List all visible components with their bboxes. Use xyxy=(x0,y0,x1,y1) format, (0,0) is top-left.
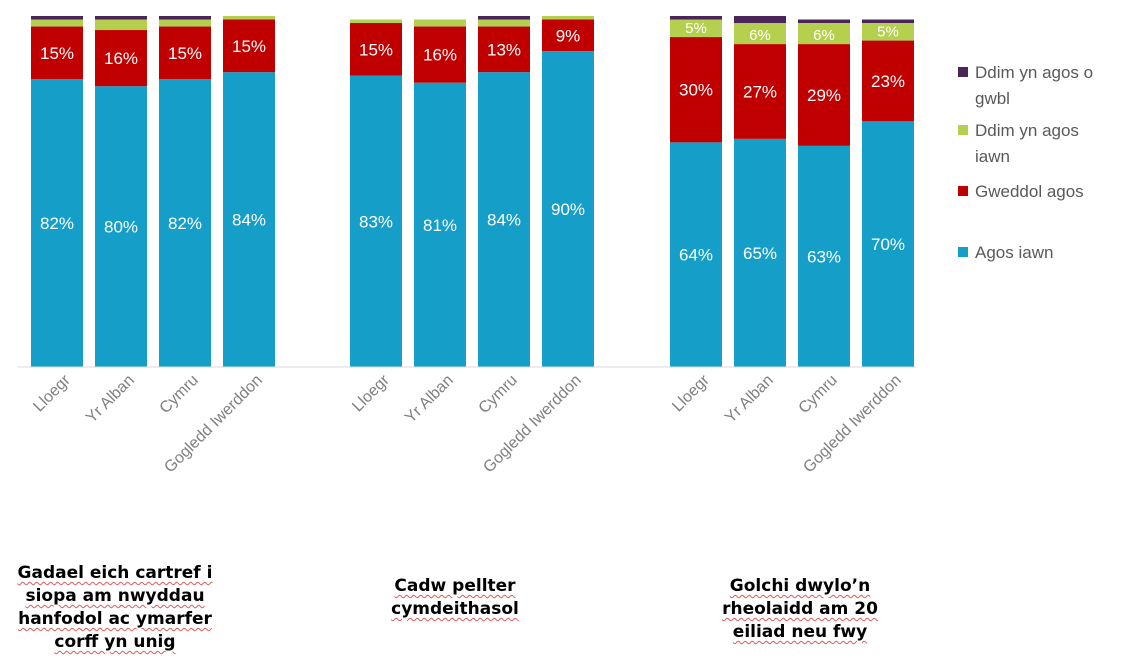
group-title-text: Gadael eich cartref i siopa am nwyddau h… xyxy=(17,563,213,652)
bar-segment-agos-iawn xyxy=(542,51,594,367)
bar-segment-ddim-yn-agos-iawn xyxy=(414,19,466,27)
group-title-golchi-dwylo: Golchi dwylo’n rheolaidd am 20 eiliad ne… xyxy=(700,575,900,644)
data-label: 84% xyxy=(487,211,521,230)
bar-segment-ddim-yn-agos-iawn xyxy=(31,19,83,27)
data-label: 15% xyxy=(168,44,202,63)
data-label: 15% xyxy=(40,44,74,63)
legend-label: Ddim yn agos o gwbl xyxy=(975,63,1094,108)
bar-segment-ddim-yn-agos-o-gwbl xyxy=(862,19,914,24)
data-labels-layer: 82% 15% 80% 16% 82% 15% 84% 15% 83% 15% 81% 16% 84% 1… xyxy=(40,20,905,266)
bar-segment-gweddol-agos xyxy=(734,44,786,139)
bar-segment-agos-iawn xyxy=(798,145,850,367)
bar-segment-gweddol-agos xyxy=(350,23,402,76)
bar-segment-ddim-yn-agos-o-gwbl xyxy=(798,19,850,24)
data-label: 82% xyxy=(40,214,74,233)
data-label: 5% xyxy=(685,20,707,37)
data-label: 80% xyxy=(104,218,138,237)
data-label: 27% xyxy=(743,82,777,101)
data-label: 15% xyxy=(359,40,393,59)
bar-segment-agos-iawn xyxy=(734,138,786,367)
bar-segment-ddim-yn-agos-iawn xyxy=(95,19,147,31)
x-tick-label: Yr Alban xyxy=(402,372,457,427)
legend-label: Ddim yn agos iawn xyxy=(975,121,1079,166)
data-label: 81% xyxy=(423,216,457,235)
bar-segment-agos-iawn xyxy=(95,86,147,367)
bar-segment-gweddol-agos xyxy=(478,26,530,73)
x-tick-label: Lloegr xyxy=(669,371,713,415)
legend-swatch-ddim-yn-agos-iawn xyxy=(958,125,968,135)
data-label: 65% xyxy=(743,244,777,263)
data-label: 5% xyxy=(877,24,899,41)
bar-segment-ddim-yn-agos-o-gwbl xyxy=(670,16,722,20)
data-label: 6% xyxy=(813,27,835,44)
group-title-text: Cadw pellter cymdeithasol xyxy=(391,576,519,619)
bar-segment-ddim-yn-agos-iawn xyxy=(862,23,914,41)
data-label: 15% xyxy=(232,37,266,56)
data-label: 63% xyxy=(807,247,841,266)
bar-segment-gweddol-agos xyxy=(670,37,722,143)
x-tick-label: Cymru xyxy=(795,372,840,417)
bar-segment-gweddol-agos xyxy=(159,26,211,80)
x-tick-label: Lloegr xyxy=(349,371,393,415)
x-tick-label: Cymru xyxy=(475,372,520,417)
bar-segment-agos-iawn xyxy=(414,82,466,367)
bar-segment-ddim-yn-agos-iawn xyxy=(798,23,850,45)
bar-segment-agos-iawn xyxy=(350,75,402,368)
bar-segment-agos-iawn xyxy=(478,72,530,367)
group-title-gadael: Gadael eich cartref i siopa am nwyddau h… xyxy=(5,562,225,654)
bar-segment-ddim-yn-agos-iawn xyxy=(159,19,211,27)
bar-segment-gweddol-agos xyxy=(798,44,850,146)
bar-segment-ddim-yn-agos-iawn xyxy=(223,16,275,20)
group-title-text: Golchi dwylo’n rheolaidd am 20 eiliad ne… xyxy=(722,576,878,642)
bar-segment-agos-iawn xyxy=(223,72,275,367)
bar-segment-ddim-yn-agos-iawn xyxy=(670,19,722,38)
data-label: 13% xyxy=(487,40,521,59)
bar-segment-gweddol-agos xyxy=(223,19,275,73)
x-tick-label: Yr Alban xyxy=(83,372,138,427)
data-label: 23% xyxy=(871,72,905,91)
bar-segment-gweddol-agos xyxy=(542,19,594,52)
bar-segment-gweddol-agos xyxy=(862,40,914,122)
legend-swatch-agos-iawn xyxy=(958,247,968,257)
bar-segment-ddim-yn-agos-o-gwbl xyxy=(734,16,786,24)
bar-segment-ddim-yn-agos-iawn xyxy=(542,16,594,20)
x-tick-label: Lloegr xyxy=(30,371,74,415)
bar-segment-ddim-yn-agos-o-gwbl xyxy=(159,16,211,20)
legend-swatch-gweddol-agos xyxy=(958,186,968,196)
legend-label: Gweddol agos xyxy=(975,182,1084,201)
bars-layer xyxy=(31,16,914,368)
bar-segment-gweddol-agos xyxy=(414,26,466,83)
bar-segment-agos-iawn xyxy=(670,142,722,367)
bar-segment-ddim-yn-agos-iawn xyxy=(478,19,530,27)
legend-label: Agos iawn xyxy=(975,243,1054,262)
x-tick-label: Cymru xyxy=(156,372,201,417)
group-title-cadw-pellter: Cadw pellter cymdeithasol xyxy=(355,575,555,621)
data-label: 84% xyxy=(232,211,266,230)
data-label: 90% xyxy=(551,200,585,219)
bar-segment-gweddol-agos xyxy=(95,30,147,87)
data-label: 82% xyxy=(168,214,202,233)
data-label: 9% xyxy=(556,26,581,45)
data-label: 6% xyxy=(749,27,771,44)
bar-segment-gweddol-agos xyxy=(31,26,83,80)
bar-segment-ddim-yn-agos-o-gwbl xyxy=(95,16,147,20)
data-label: 30% xyxy=(679,81,713,100)
legend-swatch-ddim-yn-agos-o-gwbl xyxy=(958,67,968,77)
bar-segment-agos-iawn xyxy=(159,79,211,368)
x-tick-label: Yr Alban xyxy=(722,372,777,427)
bar-segment-ddim-yn-agos-iawn xyxy=(350,19,402,24)
data-label: 29% xyxy=(807,86,841,105)
data-label: 16% xyxy=(104,49,138,68)
bar-segment-ddim-yn-agos-iawn xyxy=(734,23,786,45)
data-label: 16% xyxy=(423,46,457,65)
bar-segment-ddim-yn-agos-o-gwbl xyxy=(478,16,530,20)
bar-segment-ddim-yn-agos-o-gwbl xyxy=(31,16,83,20)
bar-segment-agos-iawn xyxy=(31,79,83,368)
data-label: 64% xyxy=(679,246,713,265)
bar-segment-agos-iawn xyxy=(862,121,914,367)
data-label: 83% xyxy=(359,212,393,231)
data-label: 70% xyxy=(871,235,905,254)
